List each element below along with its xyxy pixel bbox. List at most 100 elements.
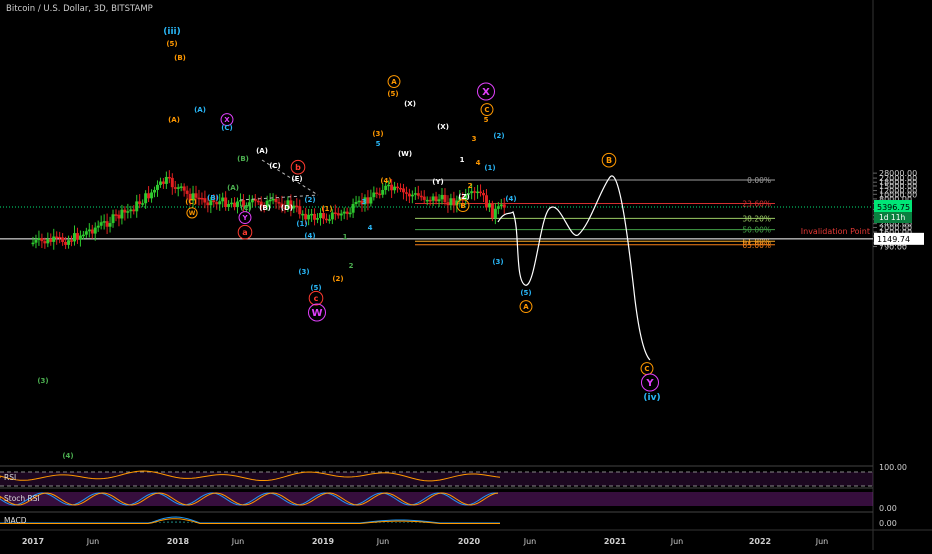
price-tick-label: 22000.00 [879, 174, 917, 183]
candle-body [378, 193, 382, 196]
candle-body [271, 198, 275, 201]
wave-label: (iii) [163, 27, 180, 37]
candle-body [292, 205, 296, 209]
candle-body [117, 214, 121, 219]
wave-label: A [391, 78, 397, 86]
wave-label: 5 [376, 140, 381, 148]
candle-body [179, 186, 183, 188]
candle-body [262, 205, 266, 208]
time-tick-label: Jun [231, 537, 245, 546]
wave-label: 2 [349, 262, 354, 270]
candle-body [464, 194, 468, 201]
price-tick-label: 2000.00 [879, 223, 912, 232]
stoch-d-line [0, 492, 499, 506]
candle-body [280, 203, 284, 208]
candle-body [413, 193, 417, 195]
stoch-k-line [0, 492, 499, 506]
countdown-tag [874, 212, 912, 224]
price-tick-label: 12000.00 [879, 187, 917, 196]
time-tick-label: Jun [86, 537, 100, 546]
wave-label-circle [480, 103, 494, 117]
time-tick-label: Jun [376, 537, 390, 546]
wave-label: (C) [185, 198, 197, 206]
candle-body [369, 197, 373, 204]
fib-level-label: 50.00% [742, 226, 771, 235]
fib-level-label: 38.20% [742, 214, 771, 223]
wave-label: W [189, 210, 196, 217]
candle-body [452, 198, 456, 206]
candle-body [419, 195, 423, 198]
candle-body [357, 200, 361, 203]
candle-body [298, 206, 302, 215]
candle-body [238, 200, 242, 202]
candle-body [440, 194, 444, 200]
fib-level-label: 23.60% [742, 199, 771, 208]
candle-body [493, 208, 497, 219]
price-tick-label: 28000.00 [879, 169, 917, 178]
candle-body [84, 231, 88, 235]
candle-body [384, 185, 388, 190]
candle-body [161, 181, 165, 184]
candle-body [111, 214, 115, 224]
wave-label-circle [220, 113, 234, 127]
wave-label: (2) [493, 132, 504, 140]
candle-body [487, 203, 491, 208]
wave-label: C [484, 106, 489, 114]
wave-label: (B) [237, 155, 249, 163]
candle-body [75, 233, 79, 240]
invalidation-price-tag [874, 232, 924, 245]
candle-body [70, 240, 74, 242]
candle-body [366, 197, 370, 204]
current-price-text: 5396.75 [877, 203, 910, 212]
candle-body [105, 221, 109, 227]
candle-body [78, 235, 82, 240]
wave-label: (W) [398, 150, 412, 158]
wave-label-circle [290, 159, 306, 175]
candle-body [360, 200, 364, 205]
triangle-trendline-upper [261, 159, 319, 196]
price-tick-label: 10000.00 [879, 190, 917, 199]
wave-label: (Y) [432, 178, 443, 186]
candle-body [348, 212, 352, 215]
wave-label-circle [308, 303, 326, 322]
candle-body [99, 222, 103, 226]
candle-body [434, 196, 438, 202]
candle-body [40, 238, 44, 242]
rsi-band [0, 472, 873, 486]
wave-label: (C) [221, 124, 233, 132]
candle-body [336, 213, 340, 216]
wave-label: W [311, 308, 322, 319]
candle-body [197, 197, 201, 200]
wave-label: 1 [460, 156, 465, 164]
candle-body [34, 239, 38, 243]
candle-body [194, 193, 198, 198]
wave-label-circle [456, 199, 470, 213]
stoch-label: Stoch RSI [4, 494, 40, 503]
time-tick-label: 2021 [604, 537, 627, 546]
wave-label: (2) [304, 196, 315, 204]
candle-body [147, 193, 151, 199]
current-price-tag [874, 200, 912, 213]
candle-body [123, 209, 127, 213]
triangle-trendline-lower [239, 194, 319, 201]
candle-body [244, 206, 248, 208]
candle-body [339, 213, 343, 216]
candle-body [129, 209, 133, 212]
rsi-label: RSI [4, 473, 16, 482]
wave-label: (iv) [643, 393, 660, 403]
candle-body [449, 198, 453, 206]
candle-body [221, 197, 225, 202]
candle-body [170, 177, 174, 188]
wave-label: (D) [281, 204, 293, 212]
candle-body [43, 241, 47, 244]
candle-body [404, 192, 408, 194]
projection-path [497, 175, 651, 361]
wave-label: B [460, 202, 465, 210]
candle-body [286, 200, 290, 209]
candle-body [351, 204, 355, 213]
candle-body [265, 200, 269, 208]
wave-label: (A) [227, 184, 239, 192]
price-tick-label: 15000.00 [879, 182, 917, 191]
candle-body [93, 227, 97, 234]
